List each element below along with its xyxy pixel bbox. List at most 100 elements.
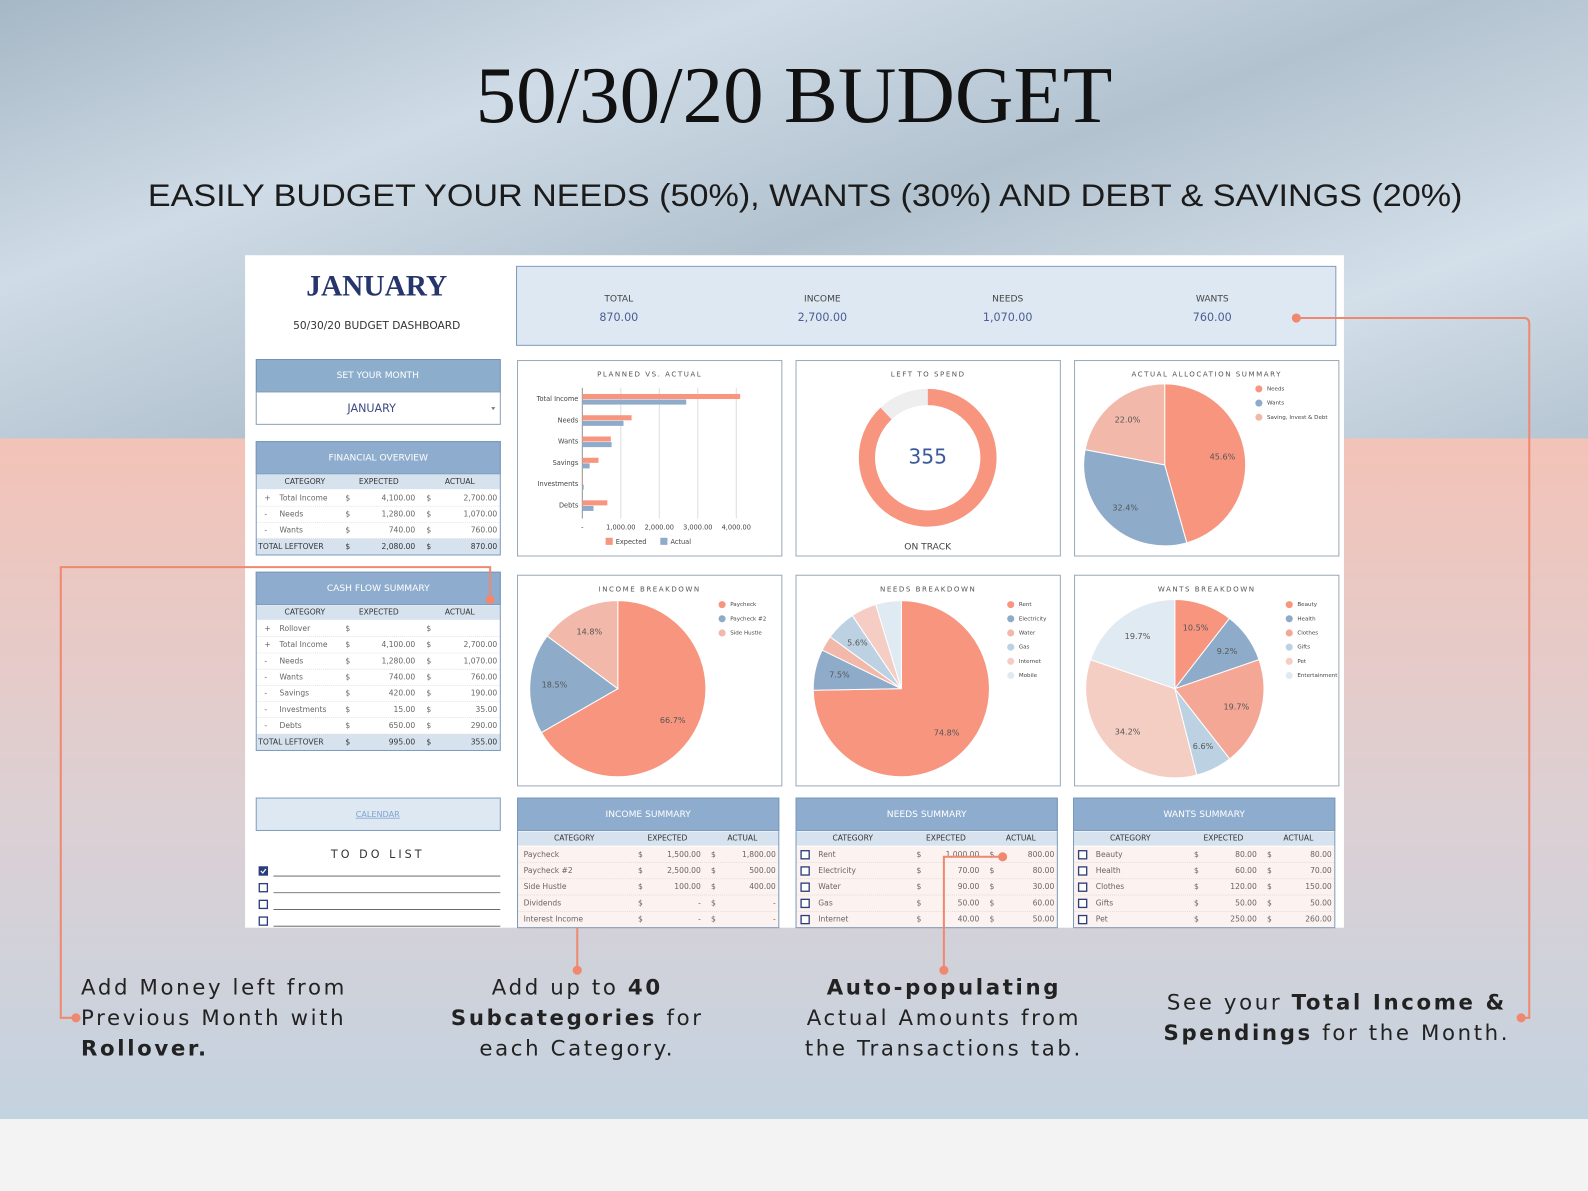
checkbox[interactable] [800,882,810,892]
cell: 30.00 [1033,882,1055,891]
cell: Total Income [279,640,328,649]
bar [582,415,632,421]
todo-checkbox[interactable] [258,882,269,893]
callout-text: for the Month. [1312,1020,1511,1046]
cell: $ [345,640,350,649]
table-row [517,879,779,896]
todo-checkbox[interactable] [258,916,269,926]
todo-checkbox[interactable] [258,899,269,910]
cell: 1,070.00 [464,656,498,665]
column-label: EXPECTED [359,477,399,486]
legend-label: Health [1297,616,1316,622]
pie-slice [1164,383,1247,544]
cell: $ [989,915,994,924]
cell: 50.00 [958,898,980,907]
checkbox[interactable] [1077,850,1088,860]
title: 50/30/20 BUDGET [476,50,1113,140]
cell: - [773,898,776,907]
cell: $ [989,866,994,875]
callout-text: 40 [627,975,663,1000]
kpi-value: 870.00 [599,311,638,324]
kpi-value: 760.00 [1193,311,1232,324]
checkbox[interactable] [800,914,810,925]
cell: 760.00 [471,526,498,535]
cell: Side Hustle [524,882,567,891]
callout-line: Auto-populating [805,972,1083,1002]
checkbox[interactable] [1077,866,1088,876]
table-title: INCOME SUMMARY [606,810,692,820]
cell: $ [345,737,350,746]
total-row [256,734,501,751]
cell: - [773,915,776,924]
cell: 50.00 [1310,898,1332,907]
cell: - [264,526,267,535]
cell: 2,500.00 [667,866,701,875]
legend-label: Needs [1267,386,1285,392]
chart-title: INCOME BREAKDOWN [599,584,701,593]
column-label: EXPECTED [1203,834,1243,843]
column-header [256,474,501,490]
callout-line: Rollover. [81,1033,347,1063]
connector [1296,316,1531,1019]
legend-label: Water [1019,630,1036,636]
checkbox[interactable] [800,866,810,876]
legend-swatch [1007,643,1015,651]
cell: $ [426,509,431,518]
cell: $ [711,898,716,907]
checkbox[interactable] [1077,914,1088,925]
table-row [256,490,501,507]
x-tick-label: 3,000.00 [683,524,712,532]
cell: $ [345,526,350,535]
cell: $ [638,866,643,875]
cell: TOTAL LEFTOVER [257,542,324,551]
column-header [1073,831,1335,846]
cell: 740.00 [389,526,416,535]
cell: $ [1194,882,1199,891]
cell: $ [426,542,431,551]
pie-slice [812,600,990,778]
cell: - [264,673,267,682]
cell: Rent [818,850,835,859]
x-tick-label: 4,000.00 [722,524,751,532]
table-title: NEEDS SUMMARY [887,810,967,820]
callout-text: See your [1166,990,1292,1015]
cell: Needs [280,509,304,518]
cell: $ [345,509,350,518]
bar [582,442,612,448]
pie-slice [1083,449,1188,547]
cell: Wants [280,526,303,535]
todo-checkbox[interactable] [258,866,269,876]
month-dropdown[interactable] [255,391,501,425]
kpi-value: 2,700.00 [798,311,848,324]
data-label: 19.7% [1125,631,1151,641]
callout-text: Add Money left from [81,975,347,1000]
chart-title: LEFT TO SPEND [891,370,966,379]
cell: $ [711,850,716,859]
cell: Gas [818,898,833,907]
checkbox[interactable] [800,898,810,909]
calendar-link[interactable]: CALENDAR [356,809,400,819]
column-label: CATEGORY [285,608,326,617]
checkbox[interactable] [1077,882,1088,892]
cell: $ [345,493,350,502]
connector-dot [485,594,495,605]
legend-swatch [1007,615,1015,623]
cell: Clothes [1096,882,1124,891]
donut-value: 355 [908,444,947,468]
callout: Add up to 40 Subcategories for each Catego… [451,972,704,1063]
cell: 4,100.00 [381,640,415,649]
table-row [796,895,1058,912]
cell: $ [1194,866,1199,875]
cell: 740.00 [389,673,416,682]
checkbox[interactable] [1077,898,1088,909]
data-label: 10.5% [1183,622,1209,632]
cell: $ [1267,866,1272,875]
legend-swatch [1285,629,1293,637]
column-label: ACTUAL [445,477,476,486]
cell: Needs [280,656,304,665]
bar [582,457,599,463]
table-row [1073,846,1335,863]
table-border [795,797,1058,929]
checkbox[interactable] [800,850,810,860]
